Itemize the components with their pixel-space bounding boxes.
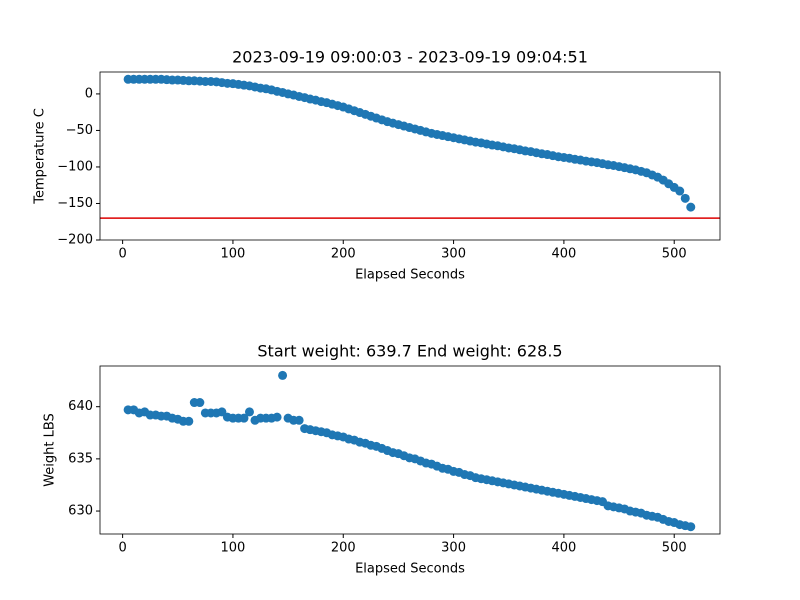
chart-title: 2023-09-19 09:00:03 - 2023-09-19 09:04:5… <box>232 48 588 67</box>
x-tick-label: 400 <box>551 541 576 556</box>
point <box>244 407 254 417</box>
x-tick-label: 300 <box>441 541 466 556</box>
x-axis-label: Elapsed Seconds <box>355 562 465 577</box>
point <box>680 193 690 203</box>
x-tick-label: 400 <box>551 247 576 262</box>
x-tick-label: 300 <box>441 247 466 262</box>
y-axis-label: Weight LBS <box>43 413 58 487</box>
point <box>278 370 288 380</box>
axes-frame <box>99 71 721 241</box>
y-tick-label: 630 <box>68 504 93 519</box>
y-tick-label: 640 <box>68 399 93 414</box>
point <box>686 522 696 532</box>
x-tick-label: 100 <box>221 247 246 262</box>
point <box>675 186 685 196</box>
y-tick-label: 635 <box>68 451 93 466</box>
y-tick-label: −200 <box>57 233 93 248</box>
x-tick-label: 200 <box>331 541 356 556</box>
point <box>239 413 249 423</box>
x-axis-label: Elapsed Seconds <box>355 268 465 283</box>
x-tick-label: 500 <box>662 541 687 556</box>
point <box>294 415 304 425</box>
y-tick-label: −50 <box>66 123 93 138</box>
x-tick-label: 0 <box>118 247 126 262</box>
y-tick-label: −150 <box>57 196 93 211</box>
x-tick-label: 500 <box>662 247 687 262</box>
point <box>195 398 205 408</box>
axes-frame <box>99 365 721 535</box>
y-tick-label: −100 <box>57 159 93 174</box>
chart-title: Start weight: 639.7 End weight: 628.5 <box>257 342 562 361</box>
x-tick-label: 0 <box>118 541 126 556</box>
y-tick-label: 0 <box>85 86 93 101</box>
point <box>686 202 696 212</box>
y-axis-label: Temperature C <box>33 108 48 205</box>
x-tick-label: 100 <box>221 541 246 556</box>
x-tick-label: 200 <box>331 247 356 262</box>
point <box>184 416 194 426</box>
point <box>272 412 282 422</box>
